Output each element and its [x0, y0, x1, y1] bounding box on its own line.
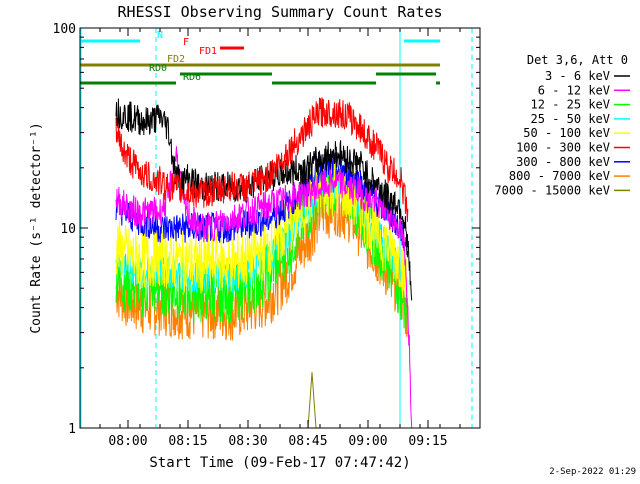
series-line: [115, 97, 409, 222]
x-tick-label: 08:00: [108, 434, 147, 449]
legend-label: 12 - 25 keV: [531, 98, 610, 112]
series-line: [307, 372, 317, 429]
flag-label: FD2: [167, 54, 185, 65]
flag-label: RD6: [183, 72, 201, 83]
chart-title: RHESSI Observing Summary Count Rates: [117, 3, 442, 21]
y-tick-label: 10: [60, 222, 76, 237]
flag-label: FD1: [199, 46, 217, 57]
y-tick-label: 100: [53, 22, 76, 37]
legend-label: 6 - 12 keV: [538, 83, 610, 97]
series-line: [115, 176, 409, 341]
x-tick-label: 08:30: [228, 434, 267, 449]
legend-label: 50 - 100 keV: [523, 126, 610, 140]
legend-label: 800 - 7000 keV: [509, 169, 610, 183]
series-line: [115, 157, 409, 335]
x-tick-label: 09:00: [348, 434, 387, 449]
flag-label: N: [157, 30, 163, 41]
legend-label: 7000 - 15000 keV: [494, 183, 610, 197]
legend-label: 300 - 800 keV: [516, 155, 610, 169]
legend-label: 100 - 300 keV: [516, 141, 610, 155]
x-tick-label: 09:15: [408, 434, 447, 449]
legend-label: 3 - 6 keV: [545, 69, 610, 83]
series-line: [115, 146, 413, 429]
legend-label: 25 - 50 keV: [531, 112, 610, 126]
x-tick-label: 08:45: [288, 434, 327, 449]
flag-label: RD0: [149, 63, 167, 74]
x-tick-label: 08:15: [168, 434, 207, 449]
flag-label: F: [183, 37, 189, 48]
legend-header: Det 3,6, Att 0: [527, 53, 628, 67]
x-axis-label: Start Time (09-Feb-17 07:47:42): [149, 455, 410, 471]
y-axis-label: Count Rate (s⁻¹ detector⁻¹): [29, 122, 44, 333]
footer-timestamp: 2-Sep-2022 01:29: [549, 467, 636, 477]
series-line: [115, 152, 409, 258]
y-tick-label: 1: [68, 422, 76, 437]
